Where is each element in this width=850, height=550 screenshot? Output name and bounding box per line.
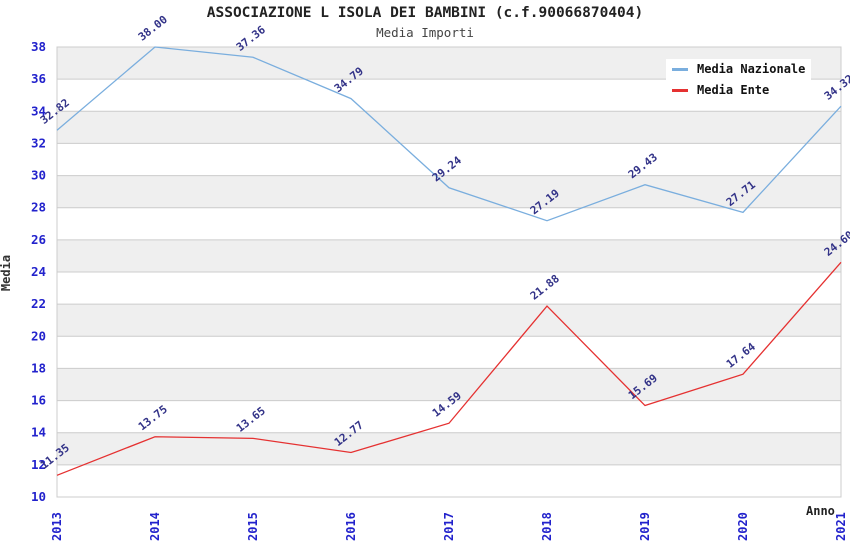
grid-band — [57, 304, 841, 337]
legend-item-media-ente: Media Ente — [672, 83, 805, 97]
y-tick-label: 22 — [31, 296, 46, 311]
x-tick-label: 2013 — [50, 512, 64, 541]
y-tick-label: 36 — [31, 71, 46, 86]
point-value-label: 13.65 — [234, 404, 268, 435]
legend-label: Media Ente — [697, 83, 770, 97]
x-tick-label: 2017 — [442, 512, 456, 541]
series-line-media-nazionale — [56, 46, 842, 222]
x-axis-title: Anno — [806, 504, 835, 518]
legend-swatch-line-icon — [672, 88, 688, 92]
y-tick-label: 28 — [31, 200, 46, 215]
y-tick-label: 10 — [31, 489, 46, 504]
legend-label: Media Nazionale — [697, 62, 806, 76]
x-tick-label: 2019 — [638, 512, 652, 541]
chart-title: ASSOCIAZIONE L ISOLA DEI BAMBINI (c.f.90… — [206, 5, 644, 21]
legend: Media Nazionale Media Ente — [666, 59, 812, 100]
y-tick-label: 34 — [31, 103, 46, 118]
grid-band — [57, 175, 841, 208]
x-tick-label: 2018 — [540, 512, 554, 541]
point-value-label: 13.75 — [136, 403, 170, 434]
x-tick-label: 2014 — [148, 512, 162, 541]
y-tick-label: 14 — [31, 425, 46, 440]
grid-band — [57, 111, 841, 144]
y-tick-label: 32 — [31, 135, 46, 150]
legend-item-media-nazionale: Media Nazionale — [672, 62, 805, 76]
point-value-label: 38.00 — [136, 13, 170, 44]
y-tick-label: 16 — [31, 393, 46, 408]
y-tick-label: 12 — [31, 457, 46, 472]
x-tick-label: 2020 — [736, 512, 750, 541]
y-tick-label: 18 — [31, 360, 46, 375]
x-tick-label: 2016 — [344, 512, 358, 541]
grid-band — [57, 432, 841, 465]
point-value-label: 17.64 — [724, 340, 758, 371]
chart-subtitle: Media Importi — [376, 25, 474, 40]
point-value-label: 21.88 — [528, 272, 562, 303]
y-tick-label: 38 — [31, 39, 46, 54]
y-tick-label: 24 — [31, 264, 46, 279]
y-tick-label: 20 — [31, 328, 46, 343]
x-tick-label: 2015 — [246, 512, 260, 541]
x-tick-label: 2021 — [834, 512, 848, 541]
plot-border — [56, 46, 842, 498]
grid-band — [57, 239, 841, 272]
series-line-media-ente — [56, 261, 842, 476]
y-tick-label: 26 — [31, 232, 46, 247]
legend-swatch-line-icon — [672, 67, 688, 71]
y-tick-label: 30 — [31, 168, 46, 183]
y-axis-title: Media — [0, 254, 13, 292]
